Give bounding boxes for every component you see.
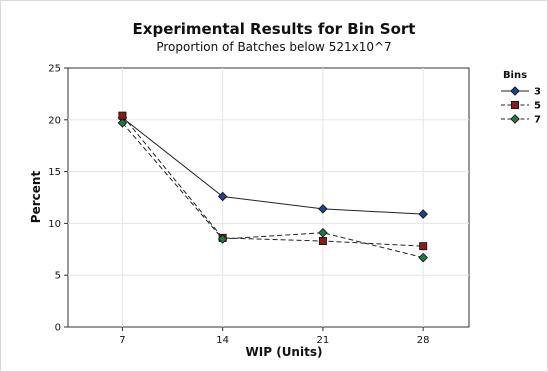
series-line-3 — [122, 117, 424, 215]
y-axis-title: Percent — [29, 171, 43, 224]
y-tick-label: 15 — [48, 167, 61, 178]
y-tick-label: 10 — [48, 219, 61, 230]
y-tick-label: 20 — [48, 115, 61, 126]
data-point-7 — [117, 118, 128, 128]
chart-subtitle: Proportion of Batches below 521x10^7 — [156, 40, 391, 54]
legend-marker-5 — [510, 101, 519, 110]
legend-label: 7 — [534, 115, 541, 126]
legend-label: 5 — [534, 101, 541, 112]
series-line-7 — [122, 122, 424, 259]
series-line-5 — [122, 115, 424, 247]
legend-title: Bins — [503, 70, 527, 81]
data-point-7 — [217, 234, 228, 244]
data-point-5 — [318, 237, 327, 246]
data-point-3 — [318, 204, 328, 214]
x-tick-label: 21 — [317, 335, 330, 346]
x-tick-label: 28 — [417, 335, 430, 346]
x-tick-label: 7 — [119, 335, 125, 346]
tick-layer: 0 5 10 15 20 25 7 14 21 28 — [48, 64, 429, 347]
series-7 — [117, 118, 428, 263]
chart-title: Experimental Results for Bin Sort — [133, 20, 416, 38]
x-axis-title: WIP (Units) — [246, 345, 323, 359]
series-layer — [117, 111, 428, 263]
y-tick-label: 0 — [55, 323, 61, 334]
data-point-7 — [418, 252, 428, 263]
data-point-5 — [419, 242, 428, 251]
legend: Bins 3 5 7 — [501, 70, 541, 126]
data-point-3 — [418, 209, 428, 219]
y-tick-label: 5 — [55, 271, 61, 282]
y-tick-label: 25 — [48, 64, 61, 75]
x-tick-label: 14 — [216, 335, 229, 346]
legend-marker-3 — [510, 86, 520, 96]
data-point-7 — [318, 227, 328, 238]
data-point-3 — [217, 191, 228, 202]
legend-marker-7 — [510, 114, 520, 124]
legend-label: 3 — [534, 87, 541, 98]
plot-area — [67, 67, 470, 328]
